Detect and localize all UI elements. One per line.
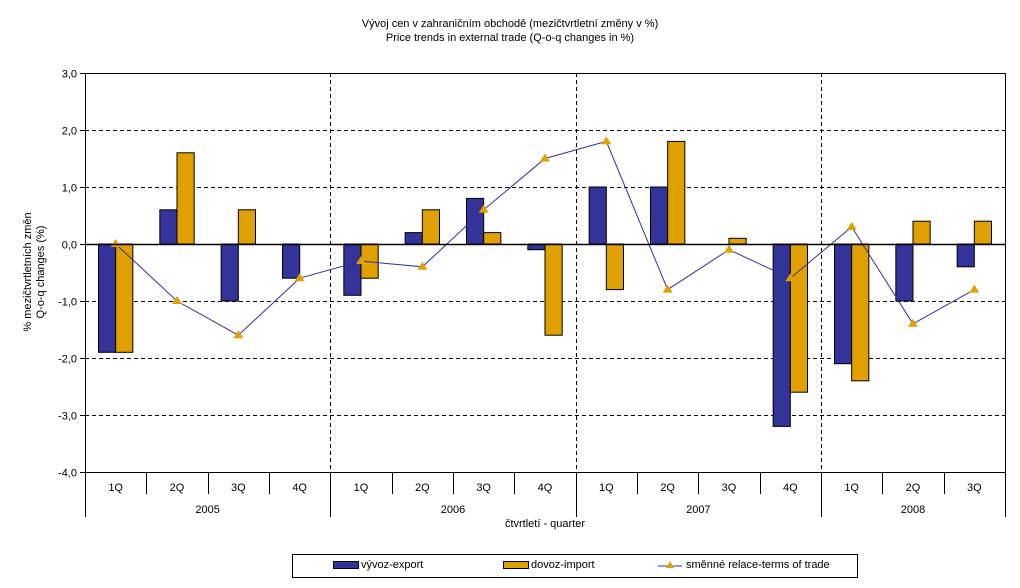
y-tick-label: -1,0 [58, 297, 77, 309]
x-tick-label: 3Q [967, 482, 982, 494]
x-tick-label: 4Q [538, 482, 553, 494]
terms-of-trade-marker [785, 273, 796, 282]
terms-of-trade-marker [724, 244, 734, 253]
bar-import [667, 140, 686, 245]
legend-label-import: dovoz-import [531, 559, 595, 571]
y-tick-label: 1,0 [62, 183, 77, 195]
x-tick-label: 4Q [292, 482, 307, 494]
legend: vývoz-export dovoz-import směnné relace-… [292, 554, 858, 578]
bar-export [220, 243, 239, 302]
x-tick-label: 4Q [783, 482, 798, 494]
year-label: 2005 [195, 504, 219, 516]
legend-item-import: dovoz-import [503, 559, 595, 571]
y-tick-label: -2,0 [58, 354, 77, 366]
legend-swatch-terms-of-trade [658, 561, 682, 568]
x-tick-label: 1Q [108, 482, 123, 494]
terms-of-trade-marker [601, 136, 612, 145]
bar-export [588, 186, 607, 245]
bar-export [97, 243, 117, 353]
y-axis-label: % mezičtvrtletních změn Q-o-q changes (%… [22, 172, 48, 372]
chart-title: Vývoj cen v zahraničním obchodě (mezičtv… [361, 18, 659, 30]
bar-import [973, 220, 993, 245]
legend-label-terms-of-trade: směnné relace-terms of trade [686, 559, 830, 571]
terms-of-trade-marker [908, 318, 918, 327]
terms-of-trade-marker [846, 221, 857, 230]
y-tick-label: 2,0 [62, 126, 77, 138]
bar-export [404, 232, 423, 245]
bar-import [544, 243, 563, 336]
bar-export [159, 209, 178, 245]
bar-import [483, 232, 502, 245]
axes: 3,0 2,0 1,0 0,0 -1,0 -2,0 -3,0 -4,0 1Q 2Q 3Q 4Q 1Q 2Q… [58, 69, 1006, 517]
terms-of-trade-marker [110, 239, 121, 247]
bar-export [281, 243, 301, 279]
x-tick-label: 2Q [170, 482, 185, 494]
x-tick-label: 1Q [354, 482, 369, 494]
terms-of-trade-marker [969, 284, 980, 293]
x-tick-label: 3Q [476, 482, 491, 494]
bar-export [465, 197, 485, 245]
bar-import [176, 152, 195, 245]
bar-import [421, 209, 441, 245]
bar-import [605, 243, 625, 291]
legend-swatch-export [333, 561, 359, 569]
bar-import [728, 237, 747, 245]
terms-of-trade-marker [540, 153, 550, 162]
legend-item-terms-of-trade: směnné relace-terms of trade [658, 559, 830, 571]
x-tick-label: 1Q [844, 482, 859, 494]
x-tick-label: 1Q [599, 482, 614, 494]
y-axis-label-line1: % mezičtvrtletních změn [22, 212, 34, 332]
terms-of-trade-marker [233, 330, 244, 339]
bar-export [895, 243, 914, 302]
y-tick-label: -3,0 [58, 411, 77, 423]
legend-label-export: vývoz-export [361, 559, 424, 571]
x-tick-label: 2Q [906, 482, 921, 494]
terms-of-trade-marker [356, 256, 366, 265]
terms-of-trade-marker [294, 273, 305, 282]
y-tick-label: -4,0 [58, 468, 77, 480]
bars [97, 140, 993, 427]
legend-item-export: vývoz-export [333, 559, 423, 571]
bar-export [343, 243, 362, 296]
bar-import [237, 209, 257, 245]
terms-of-trade-marker [172, 296, 182, 304]
x-tick-label: 2Q [415, 482, 430, 494]
x-tick-label: 2Q [660, 482, 675, 494]
terms-of-trade-marker [478, 204, 489, 213]
chart-subtitle: Price trends in external trade (Q-o-q ch… [385, 32, 635, 44]
terms-of-trade-marker [662, 284, 673, 293]
x-tick-label: 3Q [722, 482, 737, 494]
y-axis-label-line2: Q-o-q changes (%) [35, 225, 47, 319]
year-label: 2006 [441, 504, 465, 516]
legend-swatch-import [503, 561, 529, 569]
year-label: 2008 [901, 504, 925, 516]
bar-export [649, 186, 669, 245]
year-label: 2007 [686, 504, 710, 516]
bar-export [956, 243, 975, 268]
bar-export [833, 243, 853, 365]
terms-of-trade-marker [417, 261, 428, 270]
x-axis-label: čtvrtletí - quarter [504, 518, 586, 530]
bar-import [912, 220, 931, 245]
y-tick-label: 3,0 [62, 69, 77, 81]
bar-import [851, 243, 870, 382]
bar-import [115, 243, 134, 353]
x-tick-label: 3Q [231, 482, 246, 494]
y-tick-label: 0,0 [62, 240, 77, 252]
